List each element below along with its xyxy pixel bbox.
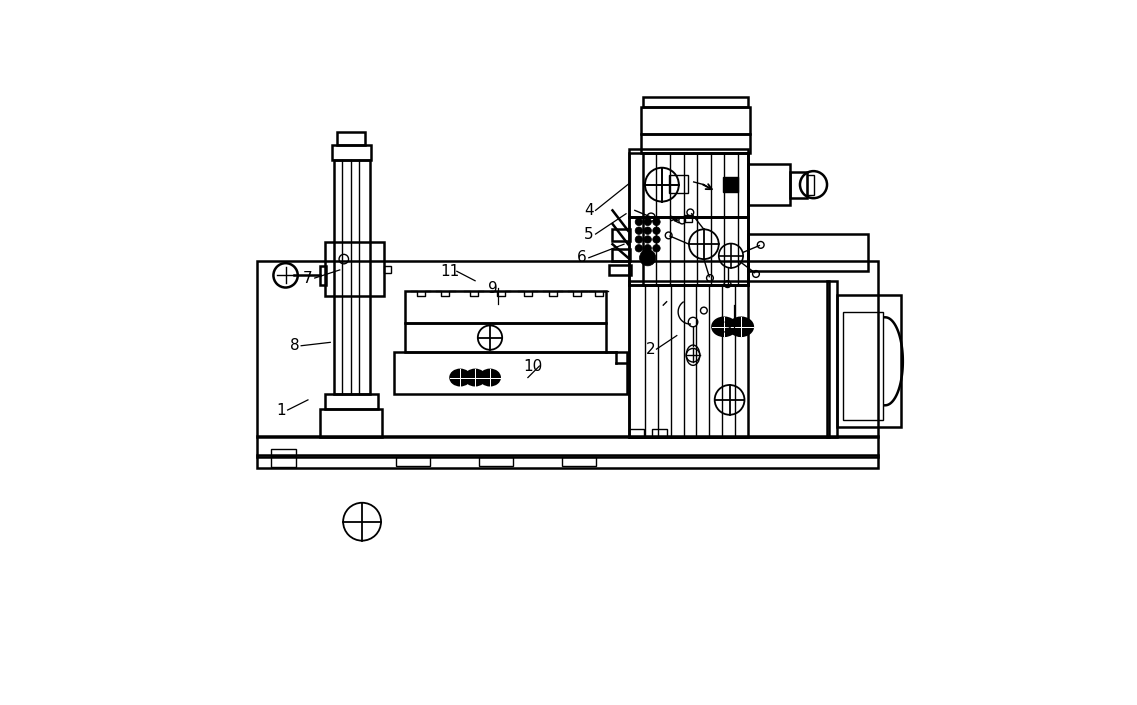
Bar	[332, 145, 371, 160]
Bar	[807, 175, 813, 195]
Bar	[723, 177, 738, 192]
Circle shape	[636, 218, 642, 226]
Bar	[748, 234, 869, 271]
Ellipse shape	[712, 317, 737, 336]
Circle shape	[636, 227, 642, 234]
Bar	[630, 281, 829, 437]
Bar	[325, 243, 384, 296]
Text: 1: 1	[276, 403, 285, 417]
Bar	[641, 134, 750, 153]
Circle shape	[644, 235, 652, 243]
Bar	[843, 312, 883, 420]
Bar	[337, 132, 365, 145]
Text: 9: 9	[488, 281, 498, 295]
Text: 2: 2	[646, 342, 656, 357]
Bar	[405, 291, 606, 324]
Text: 3: 3	[723, 321, 732, 336]
Circle shape	[636, 245, 642, 252]
Circle shape	[644, 245, 652, 252]
Bar	[837, 295, 902, 427]
Bar	[683, 215, 691, 222]
Ellipse shape	[465, 369, 485, 386]
Bar	[271, 449, 297, 456]
Bar	[748, 164, 790, 205]
Circle shape	[653, 227, 661, 234]
Circle shape	[644, 227, 652, 234]
Bar	[613, 249, 630, 261]
Bar	[321, 266, 326, 285]
Bar	[325, 394, 377, 409]
Bar	[609, 264, 631, 275]
Text: 7: 7	[304, 271, 313, 286]
Bar	[790, 173, 807, 198]
Bar	[630, 153, 748, 437]
Circle shape	[653, 245, 661, 252]
Bar	[642, 97, 748, 107]
Text: 11: 11	[440, 264, 459, 278]
Bar	[257, 436, 879, 458]
Bar	[257, 455, 879, 467]
Bar	[257, 261, 879, 437]
Text: 5: 5	[584, 226, 594, 242]
Bar	[652, 429, 666, 437]
Circle shape	[653, 235, 661, 243]
Bar	[333, 160, 370, 394]
Bar	[669, 175, 688, 193]
Bar	[641, 107, 750, 134]
Text: 6: 6	[578, 250, 587, 265]
Text: 4: 4	[584, 203, 594, 218]
Bar	[630, 217, 748, 285]
Bar	[562, 458, 596, 466]
Bar	[479, 458, 513, 466]
Bar	[271, 456, 297, 467]
Text: 10: 10	[523, 359, 542, 374]
Circle shape	[636, 235, 642, 243]
Ellipse shape	[450, 369, 471, 386]
Bar	[405, 324, 606, 352]
Ellipse shape	[480, 369, 500, 386]
Bar	[393, 352, 628, 394]
Bar	[384, 266, 391, 273]
Bar	[630, 149, 748, 217]
Circle shape	[644, 218, 652, 226]
Bar	[396, 458, 430, 466]
Bar	[321, 409, 382, 437]
Circle shape	[640, 250, 656, 266]
Bar	[827, 281, 837, 437]
Ellipse shape	[729, 317, 754, 336]
Bar	[630, 429, 645, 437]
Text: 8: 8	[290, 338, 299, 353]
Bar	[642, 153, 748, 285]
Circle shape	[653, 218, 661, 226]
Bar	[613, 228, 630, 241]
